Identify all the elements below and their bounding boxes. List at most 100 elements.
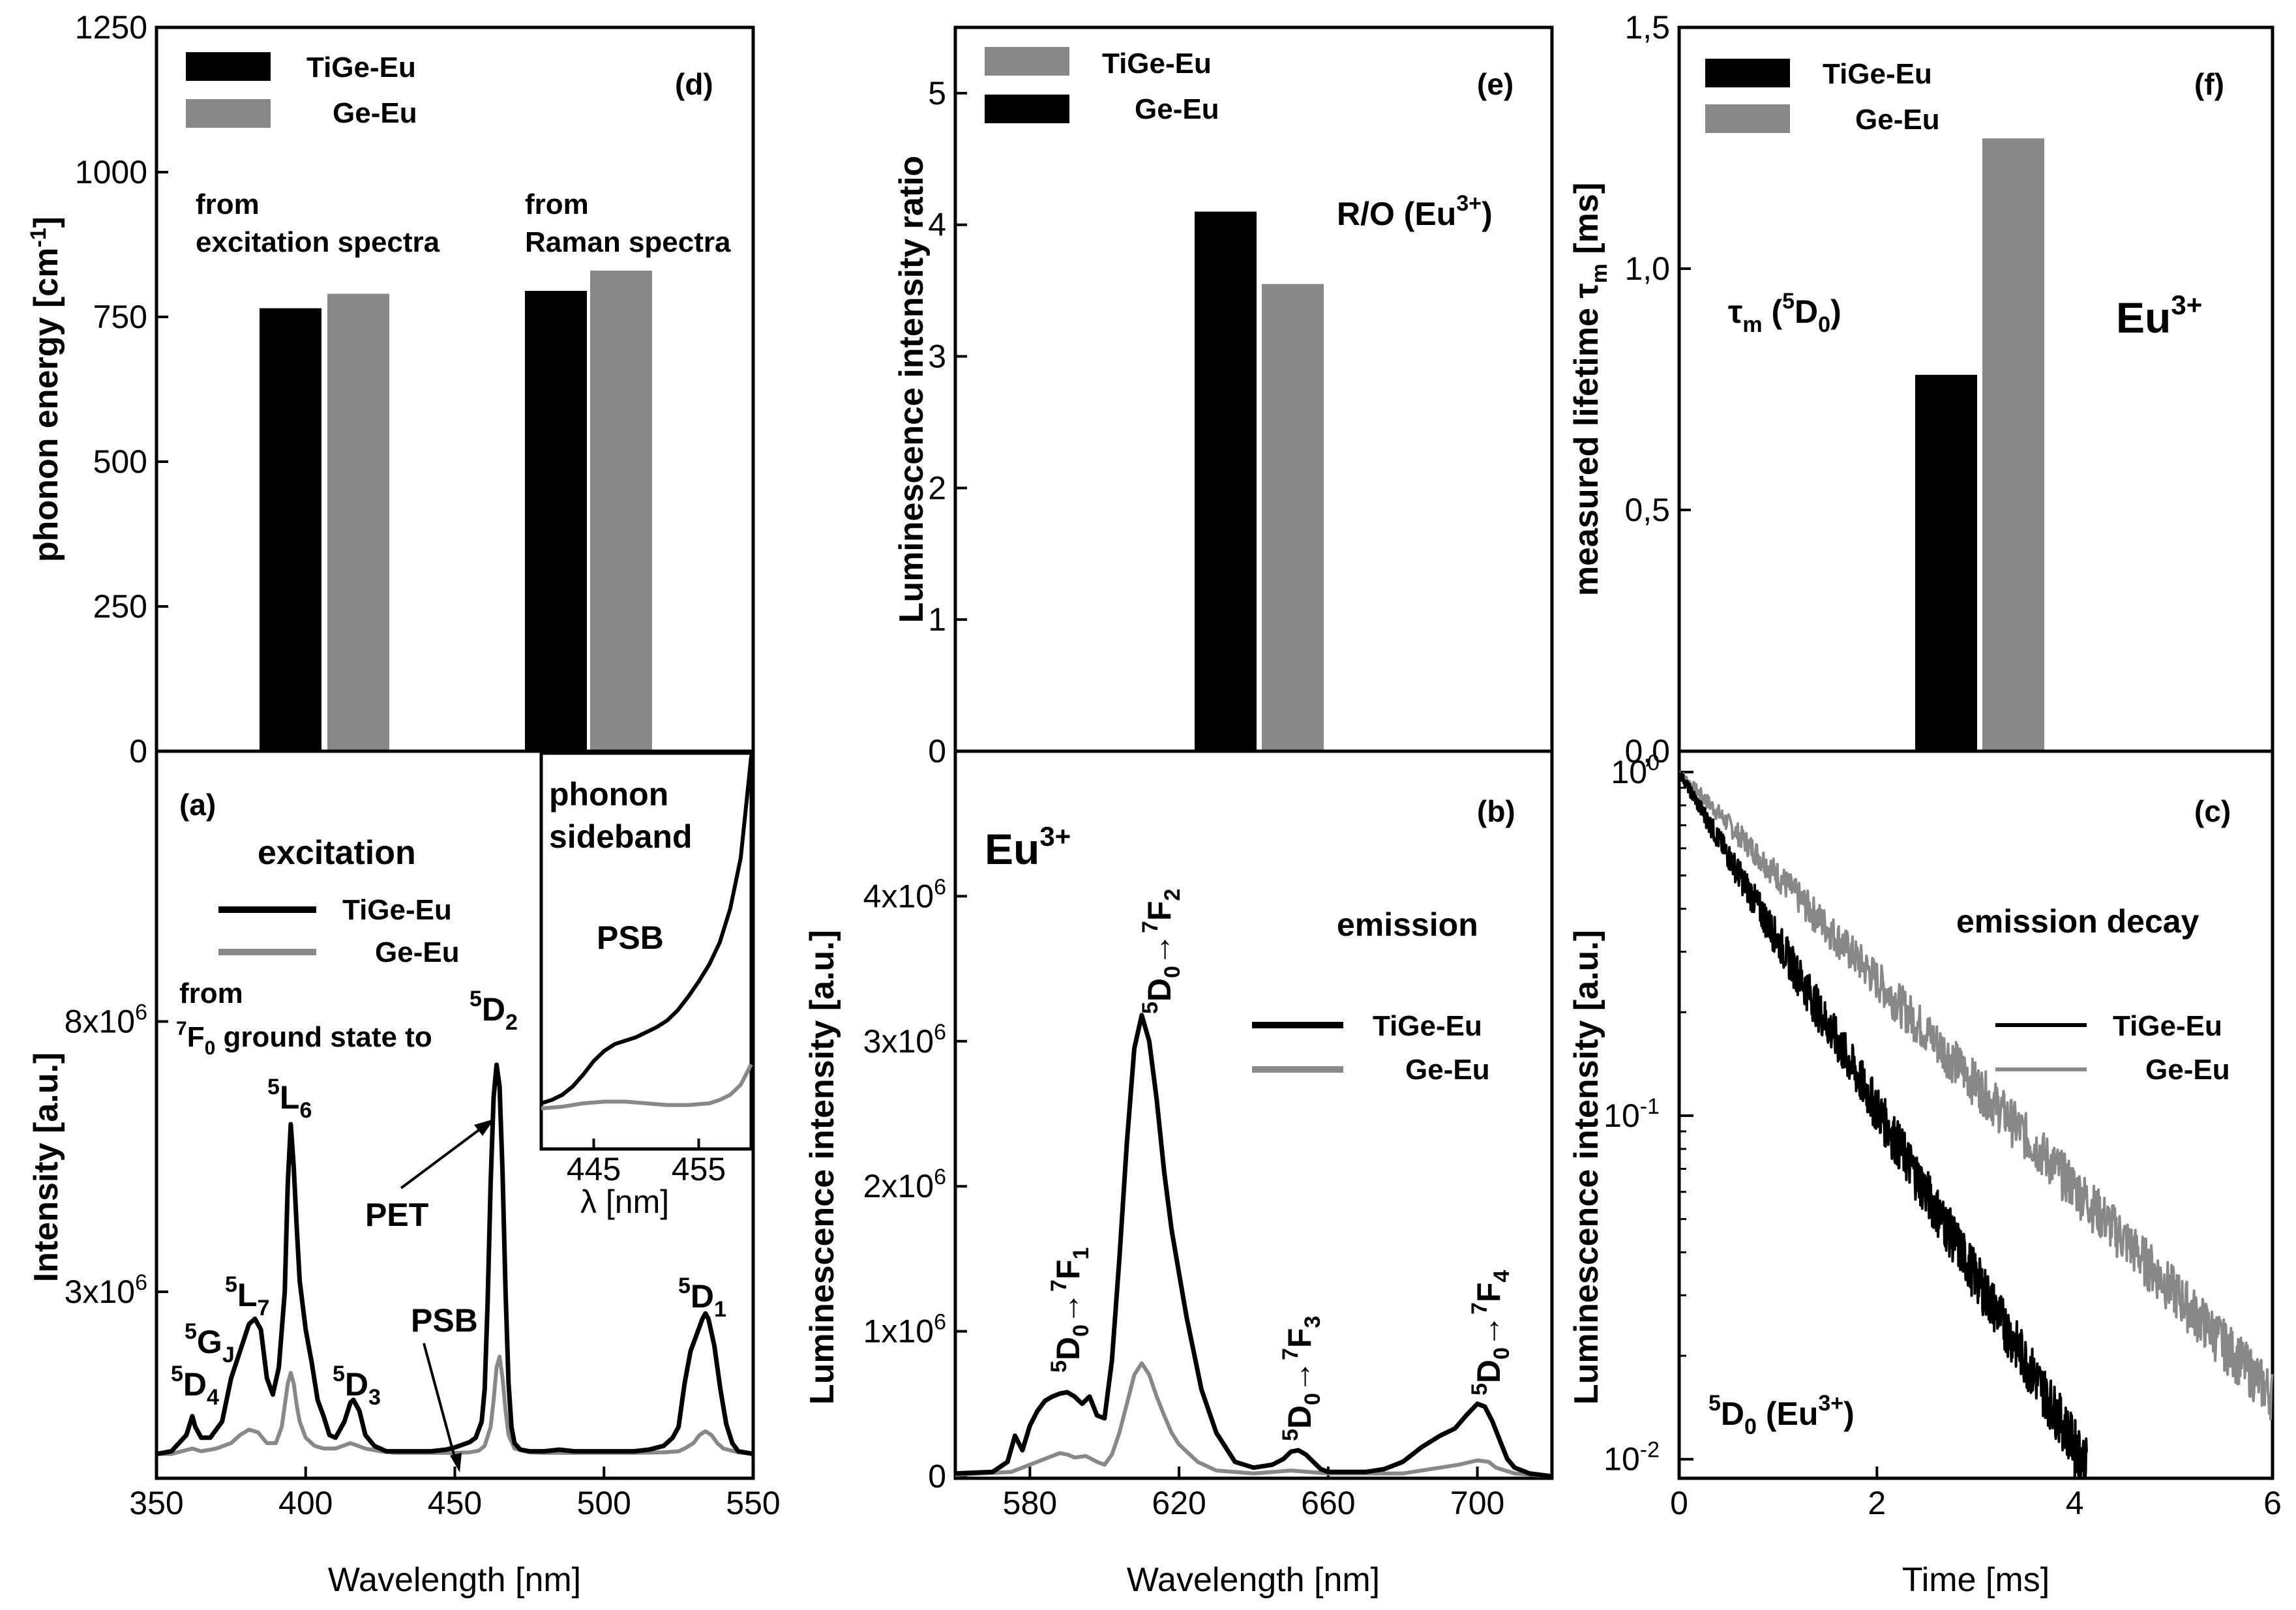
panel-f: 0,00,51,01,5 (f) TiGe-Eu Ge-Eu τm (5D0) …	[1568, 9, 2274, 769]
annotation-from: from	[179, 977, 243, 1009]
ytick-label-a-0: 3x106	[65, 1270, 147, 1310]
legend-label-d-1: Ge-Eu	[333, 97, 417, 129]
panel-a-xlabel: Wavelength [nm]	[328, 1561, 581, 1599]
phonon-sideband-inset: 445 455 phonon sideband PSB λ [nm]	[539, 751, 753, 1220]
ytick-label-c-1: 10-1	[1603, 1094, 1660, 1134]
legend-swatch-e-0	[985, 47, 1069, 76]
bar-f-Ge-Eu-0	[1982, 138, 2044, 751]
panel-d: 0 250 500 750 1000 1250 (d) TiGe-Eu Ge-Eu fro…	[26, 9, 755, 769]
xtick-label-a-2: 450	[428, 1485, 482, 1521]
panel-d-bars	[260, 270, 652, 752]
annotation-5D3: 5D3	[333, 1362, 381, 1410]
ytick-label-c-0: 100	[1611, 751, 1660, 790]
ytick-label-f-3: 1,5	[1624, 9, 1670, 46]
xtick-label-c-0: 0	[1670, 1485, 1688, 1521]
legend-swatch-d-1	[186, 99, 271, 128]
xtick-label-b-0: 580	[1003, 1485, 1057, 1521]
xtick-label-c-3: 6	[2263, 1485, 2282, 1521]
panel-b-eu-label: Eu3+	[985, 821, 1071, 873]
series-a-TiGe-Eu	[156, 1062, 754, 1457]
ytick-label-f-0: 0,0	[1624, 733, 1670, 769]
panel-e-label: (e)	[1477, 67, 1513, 101]
annotation-5L7: 5L7	[225, 1272, 269, 1320]
panel-f-yticks: 0,0 0,5 1,0 1,5	[1624, 9, 1691, 769]
panel-b-frame	[953, 749, 1554, 1480]
bar-f-TiGe-Eu-0	[1915, 374, 1977, 751]
annotation-5GJ: 5GJ	[185, 1319, 235, 1367]
panel-c-frame	[1677, 749, 2274, 1480]
xtick-label-a-3: 500	[577, 1485, 631, 1521]
panel-d-ylabel: phonon energy [cm-1]	[26, 216, 65, 562]
panel-b-xlabel: Wavelength [nm]	[1127, 1561, 1380, 1599]
xtick-label-a-4: 550	[726, 1485, 780, 1521]
inset-xtick-label-1: 455	[672, 1151, 726, 1187]
panel-a: 350 400 450 500 550 3x106 8x106 (a) excitation…	[27, 749, 781, 1599]
panel-a-title: excitation	[258, 834, 416, 872]
legend-label-c-0: TiGe-Eu	[2113, 1010, 2222, 1042]
panel-e-ylabel: Luminescence intensity ratio	[893, 156, 931, 623]
annotation-5L6: 5L6	[267, 1075, 312, 1123]
ytick-label-d-2: 500	[93, 443, 147, 480]
ytick-label-b-2: 2x106	[863, 1165, 946, 1204]
psb-arrow-head	[450, 1453, 462, 1472]
panel-f-tau-annotation: τm (5D0)	[1728, 289, 1841, 337]
panel-b-title: emission	[1337, 906, 1478, 943]
ytick-label-e-1: 1	[928, 601, 946, 638]
category-label-d-0a: from	[196, 188, 260, 220]
annotation-5D1: 5D1	[678, 1274, 726, 1322]
annotation-pet: PET	[365, 1197, 428, 1233]
bar-d-Ge-Eu-1	[590, 270, 652, 752]
series-c-TiGe-Eu	[1678, 771, 2088, 1480]
xtick-label-a-0: 350	[129, 1485, 183, 1521]
psb-arrow	[423, 1343, 458, 1465]
panel-c-title: emission decay	[1956, 903, 2199, 940]
panel-b-ylabel: Luminescence intensity [a.u.]	[803, 930, 841, 1405]
annotation-5D2: 5D2	[470, 987, 518, 1035]
panel-c-lines	[1678, 771, 2274, 1480]
bar-d-TiGe-Eu-0	[260, 308, 321, 751]
legend-label-b-1: Ge-Eu	[1405, 1054, 1490, 1086]
inset-psb: PSB	[597, 919, 664, 956]
pet-arrow	[400, 1124, 487, 1189]
panel-e-annotation: R/O (Eu3+)	[1337, 191, 1493, 232]
inset-ticks: 445 455	[567, 1139, 726, 1187]
annotation-5D4: 5D4	[171, 1362, 219, 1410]
bar-e-TiGe-Eu-0	[1262, 284, 1324, 752]
panel-e: 0 1 2 3 4 5 (e) TiGe-Eu Ge-Eu R/O (Eu3+) Lumi…	[893, 25, 1554, 769]
legend-swatch-f-0	[1705, 59, 1790, 87]
transition-5D0-7F4: 5D0→7F4	[1467, 1270, 1514, 1395]
inset-xlabel: λ [nm]	[580, 1184, 669, 1220]
panel-a-ticks: 350 400 450 500 550 3x106 8x106	[65, 1000, 781, 1521]
panel-c-ylabel: Luminescence intensity [a.u.]	[1568, 930, 1605, 1405]
xtick-label-c-1: 2	[1868, 1485, 1886, 1521]
ytick-label-d-0: 0	[129, 733, 147, 769]
xtick-label-b-3: 700	[1450, 1485, 1504, 1521]
bar-d-Ge-Eu-0	[327, 293, 389, 752]
panel-b-lines	[955, 1013, 1553, 1479]
panel-e-bars	[1195, 211, 1324, 752]
series-b-Ge-Eu	[955, 1361, 1553, 1478]
panel-d-label: (d)	[675, 67, 713, 101]
legend-label-e-0: TiGe-Eu	[1102, 48, 1212, 80]
ytick-label-b-1: 1x106	[863, 1310, 946, 1350]
panel-f-label: (f)	[2194, 67, 2224, 101]
panel-a-ylabel: Intensity [a.u.]	[27, 1052, 65, 1282]
panel-a-lines	[156, 1062, 754, 1457]
inset-series-Ge-Eu	[541, 1063, 753, 1111]
legend-label-d-0: TiGe-Eu	[306, 52, 416, 83]
ytick-label-f-1: 0,5	[1624, 492, 1670, 528]
legend-swatch-e-1	[985, 95, 1069, 123]
panel-c: 0 2 4 6 100 10-1 10-2 (c) emission decay TiGe-…	[1568, 749, 2282, 1599]
panel-b-label: (b)	[1477, 794, 1515, 828]
legend-label-c-1: Ge-Eu	[2145, 1054, 2230, 1086]
ytick-label-f-2: 1,0	[1624, 250, 1670, 287]
ytick-label-b-3: 3x106	[863, 1020, 946, 1060]
ytick-label-b-4: 4x106	[863, 874, 946, 914]
legend-swatch-d-0	[186, 52, 271, 81]
legend-label-e-1: Ge-Eu	[1135, 93, 1219, 125]
inset-title-2: sideband	[549, 818, 692, 855]
ytick-label-d-1: 250	[93, 588, 147, 625]
panel-c-xlabel: Time [ms]	[1902, 1561, 2050, 1599]
ytick-label-d-5: 1250	[75, 9, 147, 46]
